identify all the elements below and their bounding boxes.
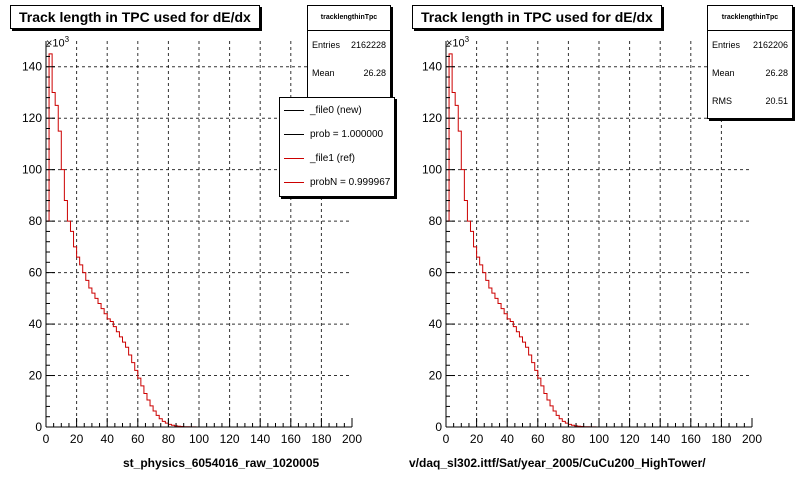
y-scale-exponent: 3	[64, 35, 70, 44]
x-tick-label: 40	[101, 432, 115, 446]
x-tick-label: 200	[342, 432, 362, 446]
x-tick-label: 120	[620, 432, 640, 446]
histogram-series	[45, 53, 352, 428]
legend-line	[284, 109, 304, 111]
x-tick-label: 180	[711, 432, 731, 446]
y-tick-label: 100	[422, 163, 442, 177]
x-tick-label: 200	[742, 432, 762, 446]
stats-mean-label: Mean	[312, 68, 335, 78]
y-tick-label: 40	[29, 317, 43, 331]
histogram-plot-right: 0 20 40 60 80 100 120 140 160 180 200 0 20 40 60 80 100 1…	[422, 41, 762, 446]
y-tick-label: 60	[429, 266, 443, 280]
x-tick-label: 20	[470, 432, 484, 446]
y-scale-label: ×103	[446, 35, 469, 50]
histogram-panel-right: 0 20 40 60 80 100 120 140 160 180 200 0 20 40 60 80 100 1…	[400, 0, 800, 470]
histogram-plot-left: 0 20 40 60 80 100 120 140 160 180 200 0 20 40 60 80 100 1…	[22, 41, 362, 446]
stats-mean-value: 26.28	[765, 68, 788, 78]
y-scale-exponent: 3	[464, 35, 470, 44]
x-axis-label: st_physics_6054016_raw_1020005	[123, 456, 320, 470]
y-tick-label: 120	[22, 111, 42, 125]
stats-entries-label: Entries	[312, 40, 341, 50]
x-tick-label: 80	[562, 432, 576, 446]
stats-name: tracklengthinTpc	[308, 6, 390, 31]
stats-mean-label: Mean	[712, 68, 735, 78]
y-scale-label: ×103	[46, 35, 69, 50]
chart-title: Track length in TPC used for dE/dx	[10, 5, 260, 29]
y-tick-label: 140	[22, 60, 42, 74]
y-scale-base: ×10	[46, 37, 65, 50]
y-tick-label: 80	[29, 214, 43, 228]
x-tick-label: 120	[220, 432, 240, 446]
legend-line	[284, 181, 304, 183]
stats-name: tracklengthinTpc	[708, 6, 792, 31]
x-tick-label: 40	[501, 432, 515, 446]
stats-rms-value: 20.51	[765, 96, 788, 106]
x-tick-label: 20	[70, 432, 84, 446]
stats-entries-value: 2162206	[752, 40, 788, 50]
legend-entry: probN = 0.999967	[280, 170, 394, 194]
y-tick-label: 20	[29, 369, 43, 383]
y-tick-label: 0	[35, 420, 42, 434]
legend-label: _file1 (ref)	[310, 152, 356, 164]
legend-label: probN = 0.999967	[310, 176, 391, 188]
stats-mean-row: Mean 26.28	[708, 59, 792, 87]
y-scale-base: ×10	[446, 37, 465, 50]
y-tick-label: 20	[429, 369, 443, 383]
x-axis-label: v/daq_sl302.ittf/Sat/year_2005/CuCu200_H…	[409, 456, 706, 470]
legend-entry: prob = 1.000000	[280, 122, 394, 146]
stats-entries-value: 2162228	[350, 40, 386, 50]
x-tick-label: 140	[650, 432, 670, 446]
x-tick-label: 0	[43, 432, 50, 446]
x-tick-label: 80	[162, 432, 176, 446]
y-tick-label: 0	[435, 420, 442, 434]
x-tick-label: 160	[681, 432, 701, 446]
x-tick-label: 140	[250, 432, 270, 446]
stats-rms-row: RMS 20.51	[708, 87, 792, 115]
stats-entries-row: Entries 2162206	[708, 31, 792, 59]
y-tick-label: 100	[22, 163, 42, 177]
chart-title: Track length in TPC used for dE/dx	[412, 5, 662, 29]
stats-mean-row: Mean 26.28	[308, 59, 390, 87]
x-tick-label: 100	[589, 432, 609, 446]
x-tick-label: 0	[443, 432, 450, 446]
y-tick-label: 60	[29, 266, 43, 280]
x-tick-label: 100	[189, 432, 209, 446]
legend-label: prob = 1.000000	[310, 128, 384, 140]
x-tick-label: 60	[531, 432, 545, 446]
legend-entry: _file1 (ref)	[280, 146, 394, 170]
legend-entry: _file0 (new)	[280, 98, 394, 122]
legend: _file0 (new) prob = 1.000000 _file1 (ref…	[279, 97, 395, 197]
histogram-series	[445, 53, 752, 428]
stats-mean-value: 26.28	[363, 68, 386, 78]
legend-label: _file0 (new)	[310, 104, 362, 116]
legend-line	[284, 133, 304, 135]
x-tick-label: 160	[281, 432, 301, 446]
y-tick-label: 80	[429, 214, 443, 228]
histogram-panel-left: 0 20 40 60 80 100 120 140 160 180 200 0 20 40 60 80 100 1…	[0, 0, 400, 470]
stats-entries-label: Entries	[712, 40, 741, 50]
y-tick-label: 120	[422, 111, 442, 125]
y-tick-label: 40	[429, 317, 443, 331]
stats-rms-label: RMS	[712, 96, 732, 106]
stats-box: tracklengthinTpc Entries 2162206 Mean 26…	[707, 5, 793, 119]
x-tick-label: 60	[131, 432, 145, 446]
y-tick-label: 140	[422, 60, 442, 74]
legend-line	[284, 157, 304, 159]
x-tick-label: 180	[311, 432, 331, 446]
stats-entries-row: Entries 2162228	[308, 31, 390, 59]
